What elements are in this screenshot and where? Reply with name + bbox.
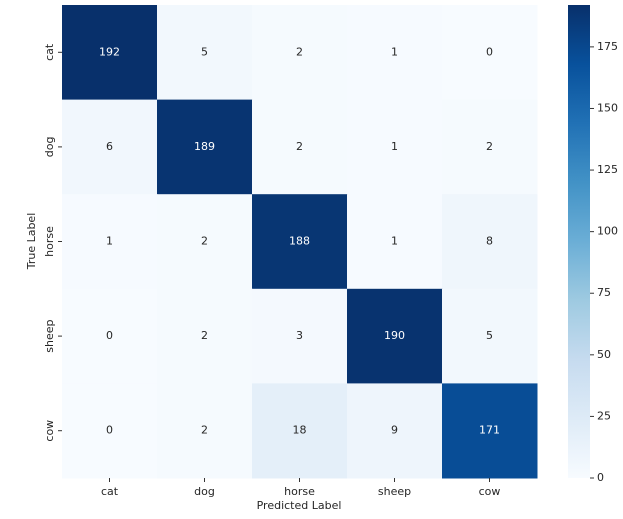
cell-value-label: 2 [486, 140, 493, 153]
cell-value-label: 192 [99, 45, 120, 58]
heatmap-cell [442, 288, 538, 384]
y-tick-label: cow [43, 420, 56, 442]
cell-value-label: 1 [106, 235, 113, 248]
heatmap-cell [62, 5, 158, 101]
cell-value-label: 9 [391, 424, 398, 437]
cell-value-label: 189 [194, 140, 215, 153]
x-tick-label: dog [194, 485, 215, 498]
cell-value-label: 2 [201, 329, 208, 342]
cell-value-label: 1 [391, 235, 398, 248]
heatmap-cell [62, 383, 158, 479]
heatmap-cell [157, 383, 253, 479]
heatmap-cell [62, 288, 158, 384]
cell-value-label: 18 [293, 424, 307, 437]
heatmap-cell [62, 99, 158, 195]
cell-value-label: 2 [296, 140, 303, 153]
colorbar-tick-label: 150 [597, 101, 618, 114]
cell-value-label: 2 [201, 424, 208, 437]
y-axis-label: True Label [25, 213, 38, 271]
heatmap-cell [252, 288, 348, 384]
heatmap-cell [442, 383, 538, 479]
cell-value-label: 171 [479, 424, 500, 437]
y-tick-label: cat [43, 43, 56, 61]
heatmap-cell [347, 5, 443, 101]
heatmap-cell [62, 194, 158, 290]
colorbar-tick-label: 0 [597, 471, 604, 484]
x-tick-label: cat [101, 485, 119, 498]
heatmap-cell [252, 194, 348, 290]
y-tick-label: sheep [43, 319, 56, 352]
y-tick-label: horse [43, 226, 56, 257]
cell-value-label: 6 [106, 140, 113, 153]
cell-value-label: 5 [486, 329, 493, 342]
cell-value-label: 2 [201, 235, 208, 248]
colorbar [568, 5, 590, 478]
cell-value-label: 3 [296, 329, 303, 342]
x-tick-label: horse [284, 485, 315, 498]
heatmap-cell [157, 99, 253, 195]
heatmap-cell [347, 383, 443, 479]
heatmap-cell [442, 5, 538, 101]
cell-value-label: 188 [289, 235, 310, 248]
x-tick-label: sheep [378, 485, 411, 498]
colorbar-tick-label: 100 [597, 225, 618, 238]
heatmap-cell [252, 383, 348, 479]
colorbar-tick-label: 25 [597, 409, 611, 422]
colorbar-tick-label: 175 [597, 40, 618, 53]
heatmap-cell [347, 288, 443, 384]
heatmap-cell [252, 5, 348, 101]
heatmap-cell [347, 99, 443, 195]
cell-value-label: 0 [106, 424, 113, 437]
cell-value-label: 8 [486, 235, 493, 248]
heatmap-cell [252, 99, 348, 195]
heatmap-cell [157, 288, 253, 384]
colorbar-tick-label: 50 [597, 348, 611, 361]
cell-value-label: 5 [201, 45, 208, 58]
heatmap-cell [442, 99, 538, 195]
y-tick-label: dog [43, 137, 56, 158]
heatmap-cell [157, 5, 253, 101]
colorbar-tick-label: 125 [597, 163, 618, 176]
x-tick-label: cow [479, 485, 501, 498]
cell-value-label: 0 [106, 329, 113, 342]
cell-value-label: 190 [384, 329, 405, 342]
heatmap-cell [347, 194, 443, 290]
colorbar-tick-label: 75 [597, 286, 611, 299]
cell-value-label: 1 [391, 45, 398, 58]
heatmap-cell [442, 194, 538, 290]
cell-value-label: 0 [486, 45, 493, 58]
cell-value-label: 1 [391, 140, 398, 153]
cell-value-label: 2 [296, 45, 303, 58]
x-axis-label: Predicted Label [257, 499, 342, 512]
heatmap-cell [157, 194, 253, 290]
